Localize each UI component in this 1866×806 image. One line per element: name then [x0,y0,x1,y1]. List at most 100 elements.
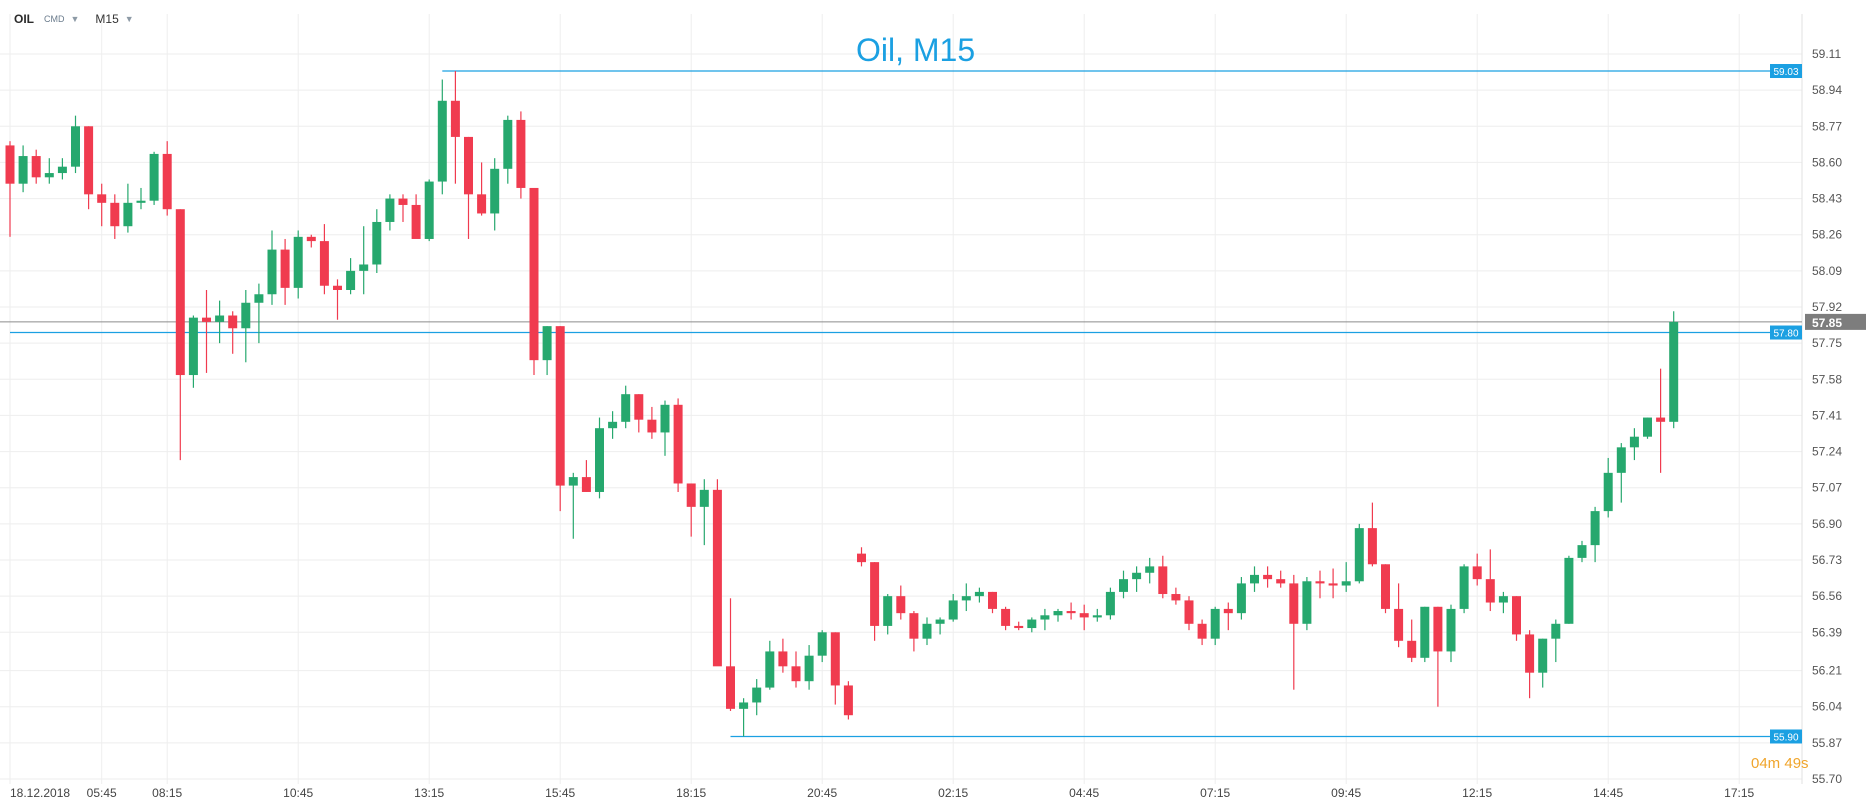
candle-body [1459,566,1469,609]
candle-body [1302,581,1312,624]
candle-body [883,596,893,626]
candle-body [909,613,919,639]
y-tick-label: 57.92 [1812,300,1842,314]
y-tick-label: 58.77 [1812,119,1842,133]
y-tick-label: 58.94 [1812,83,1842,97]
candle-body [516,119,526,188]
chevron-down-icon[interactable]: ▼ [124,14,134,24]
candle-body [699,489,709,507]
candle-body [555,326,565,486]
candle-body [202,317,211,322]
candle-body [490,168,500,214]
candle-body [817,632,827,656]
candle-body [660,404,670,433]
candle-body [71,126,80,167]
candle-body [1577,545,1587,558]
level-label: 57.80 [1773,329,1798,340]
x-tick-label: 09:45 [1331,786,1361,800]
candle-body [346,270,356,290]
y-tick-label: 56.73 [1812,553,1842,567]
candle-body [450,100,460,137]
candle-body [1263,574,1273,580]
candle-body [1014,625,1024,629]
candle-body [411,204,421,239]
candle-body [1367,528,1377,565]
candle-body [293,236,303,288]
candle-body [1643,417,1652,437]
candle-body [97,194,107,203]
candle-body [1590,511,1600,546]
candle-body [1250,574,1259,584]
candle-body [1105,591,1115,616]
candle-body [1341,581,1351,586]
candle-body [922,623,932,639]
y-tick-label: 56.56 [1812,589,1842,603]
candle-body [1525,634,1535,673]
symbol-label[interactable]: OIL [14,12,34,26]
candle-body [1236,583,1246,614]
chart-title: Oil, M15 [856,32,976,68]
level-label: 55.90 [1773,732,1798,743]
timeframe-selector[interactable]: M15 [95,12,119,26]
y-tick-label: 57.75 [1812,336,1842,350]
x-tick-label: 10:45 [283,786,313,800]
candle-body [123,202,133,227]
candle-body [424,181,434,239]
candle-body [18,156,28,184]
candle-body [5,145,15,184]
y-tick-label: 57.07 [1812,481,1842,495]
candle-body [1276,579,1286,584]
candle-body [1433,606,1443,652]
category-label: CMD [44,14,65,24]
candle-body [254,294,264,303]
candle-body [1210,608,1220,639]
candle-body [1512,596,1521,635]
x-tick-label: 18:15 [676,786,706,800]
current-price-label: 57.85 [1812,316,1842,330]
level-label: 59.03 [1773,67,1798,78]
candle-body [1040,615,1050,620]
y-tick-label: 58.43 [1812,192,1842,206]
candle-body [621,394,631,422]
candle-body [581,477,591,492]
candle-body [1603,472,1613,512]
candle-body [595,428,604,492]
x-tick-label: 08:15 [152,786,182,800]
candle-body [1092,615,1102,618]
candle-body [1498,596,1508,603]
candle-body [398,198,408,205]
candle-body [739,702,749,709]
candles [5,71,1679,737]
candle-body [1629,436,1639,448]
candle-body [1119,579,1128,592]
x-tick-label: 17:15 [1724,786,1754,800]
candle-body [31,156,41,178]
x-tick-label: 18.12.2018 [10,786,70,800]
candle-body [1381,564,1390,609]
candle-body [241,302,251,329]
y-tick-label: 56.04 [1812,700,1842,714]
candle-body [1564,557,1574,624]
candle-body [84,126,94,195]
y-tick-label: 55.87 [1812,736,1842,750]
candle-body [948,600,958,620]
candle-body [778,651,788,667]
x-tick-label: 14:45 [1593,786,1623,800]
candle-body [1223,608,1233,614]
candle-body [215,315,225,322]
candle-body [1132,572,1142,580]
candle-body [162,153,172,210]
level-tag [1770,729,1802,744]
candle-body [1407,640,1417,658]
candle-body [568,477,578,486]
chart-toolbar: OIL CMD ▼ M15 ▼ [14,12,150,26]
candle-body [306,236,316,242]
candle-body [712,489,722,667]
chevron-down-icon[interactable]: ▼ [70,14,80,24]
candle-body [1053,611,1063,616]
candle-body [1472,566,1482,580]
candle-body [372,221,382,265]
current-price-tag [1805,313,1866,330]
candle-body [988,591,997,609]
